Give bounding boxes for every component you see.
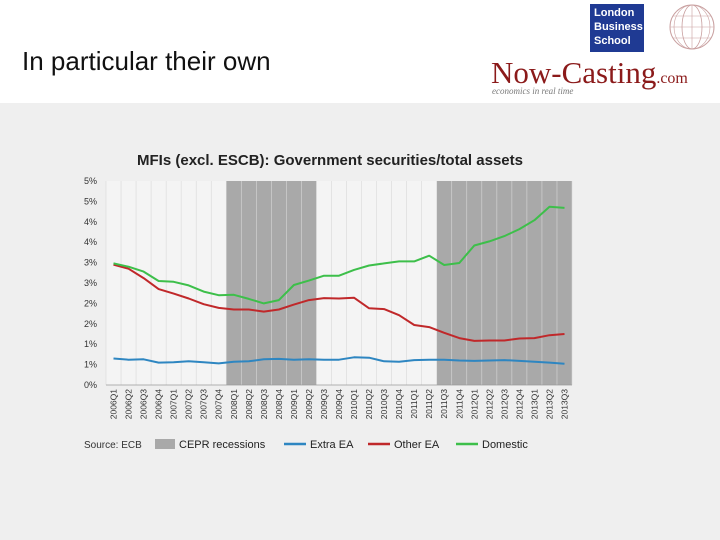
x-tick-label: 2009Q1 xyxy=(289,389,299,420)
x-tick-label: 2012Q2 xyxy=(484,389,494,420)
series-line-extra-ea xyxy=(113,356,565,365)
x-tick-label: 2012Q4 xyxy=(514,389,524,420)
legend-label-recession: CEPR recessions xyxy=(179,439,266,451)
y-tick-label: 4% xyxy=(84,237,97,247)
lbs-logo-line: Business xyxy=(594,21,643,33)
x-tick-label: 2009Q3 xyxy=(319,389,329,420)
x-tick-label: 2008Q2 xyxy=(244,389,254,420)
x-tick-label: 2007Q1 xyxy=(169,389,179,420)
x-tick-label: 2009Q4 xyxy=(334,389,344,420)
y-tick-label: 3% xyxy=(84,258,97,268)
london-business-school-logo: London Business School xyxy=(590,4,644,52)
nowcasting-logo: Now-Casting.com xyxy=(491,55,688,91)
globe-logo-icon xyxy=(669,4,715,50)
x-tick-label: 2010Q4 xyxy=(394,389,404,420)
nowcasting-logo-main: Now-Casting xyxy=(491,55,657,90)
x-tick-label: 2008Q3 xyxy=(259,389,269,420)
x-tick-label: 2009Q2 xyxy=(304,389,314,420)
x-tick-label: 2007Q3 xyxy=(199,389,209,420)
x-tick-label: 2006Q4 xyxy=(154,389,164,420)
x-tick-label: 2007Q2 xyxy=(184,389,194,420)
y-tick-label: 2% xyxy=(84,298,97,308)
x-tick-label: 2012Q1 xyxy=(469,389,479,420)
x-tick-label: 2011Q1 xyxy=(409,389,419,419)
lbs-logo-line: London xyxy=(594,7,635,19)
x-tick-label: 2006Q1 xyxy=(109,389,119,420)
content-panel: MFIs (excl. ESCB): Government securities… xyxy=(0,103,720,540)
x-tick-label: 2008Q4 xyxy=(274,389,284,420)
x-tick-label: 2008Q1 xyxy=(229,389,239,420)
chart-title: MFIs (excl. ESCB): Government securities… xyxy=(137,152,523,169)
government-securities-chart: MFIs (excl. ESCB): Government securities… xyxy=(84,152,573,451)
x-tick-label: 2013Q1 xyxy=(529,389,539,420)
legend-label-extra-ea: Extra EA xyxy=(310,439,354,451)
y-tick-label: 2% xyxy=(84,319,97,329)
nowcasting-tagline: economics in real time xyxy=(492,86,574,96)
y-tick-label: 4% xyxy=(84,217,97,227)
y-tick-label: 5% xyxy=(84,176,97,186)
series-line-domestic xyxy=(113,205,565,305)
x-tick-label: 2013Q2 xyxy=(544,389,554,420)
x-tick-label: 2011Q2 xyxy=(424,389,434,419)
legend-label-domestic: Domestic xyxy=(482,439,528,451)
y-tick-label: 1% xyxy=(84,339,97,349)
x-tick-label: 2010Q3 xyxy=(379,389,389,420)
legend-label-other-ea: Other EA xyxy=(394,439,440,451)
x-tick-label: 2011Q4 xyxy=(454,389,464,419)
x-tick-label: 2013Q3 xyxy=(559,389,569,420)
chart-source: Source: ECB xyxy=(84,440,142,451)
x-tick-label: 2012Q3 xyxy=(499,389,509,420)
x-tick-label: 2006Q3 xyxy=(139,389,149,420)
x-tick-label: 2007Q4 xyxy=(214,389,224,420)
series-line-other-ea xyxy=(113,263,565,342)
x-tick-label: 2010Q2 xyxy=(364,389,374,420)
x-tick-label: 2006Q2 xyxy=(124,389,134,420)
x-tick-label: 2011Q3 xyxy=(439,389,449,419)
y-tick-label: 1% xyxy=(84,360,97,370)
slide-title: In particular their own xyxy=(22,46,271,76)
recession-band xyxy=(436,181,572,385)
legend-swatch-recession xyxy=(155,439,175,449)
y-tick-label: 3% xyxy=(84,278,97,288)
y-tick-label: 0% xyxy=(84,380,97,390)
nowcasting-logo-suffix: .com xyxy=(656,70,688,87)
lbs-logo-line: School xyxy=(594,35,631,47)
x-tick-label: 2010Q1 xyxy=(349,389,359,420)
y-tick-label: 5% xyxy=(84,196,97,206)
